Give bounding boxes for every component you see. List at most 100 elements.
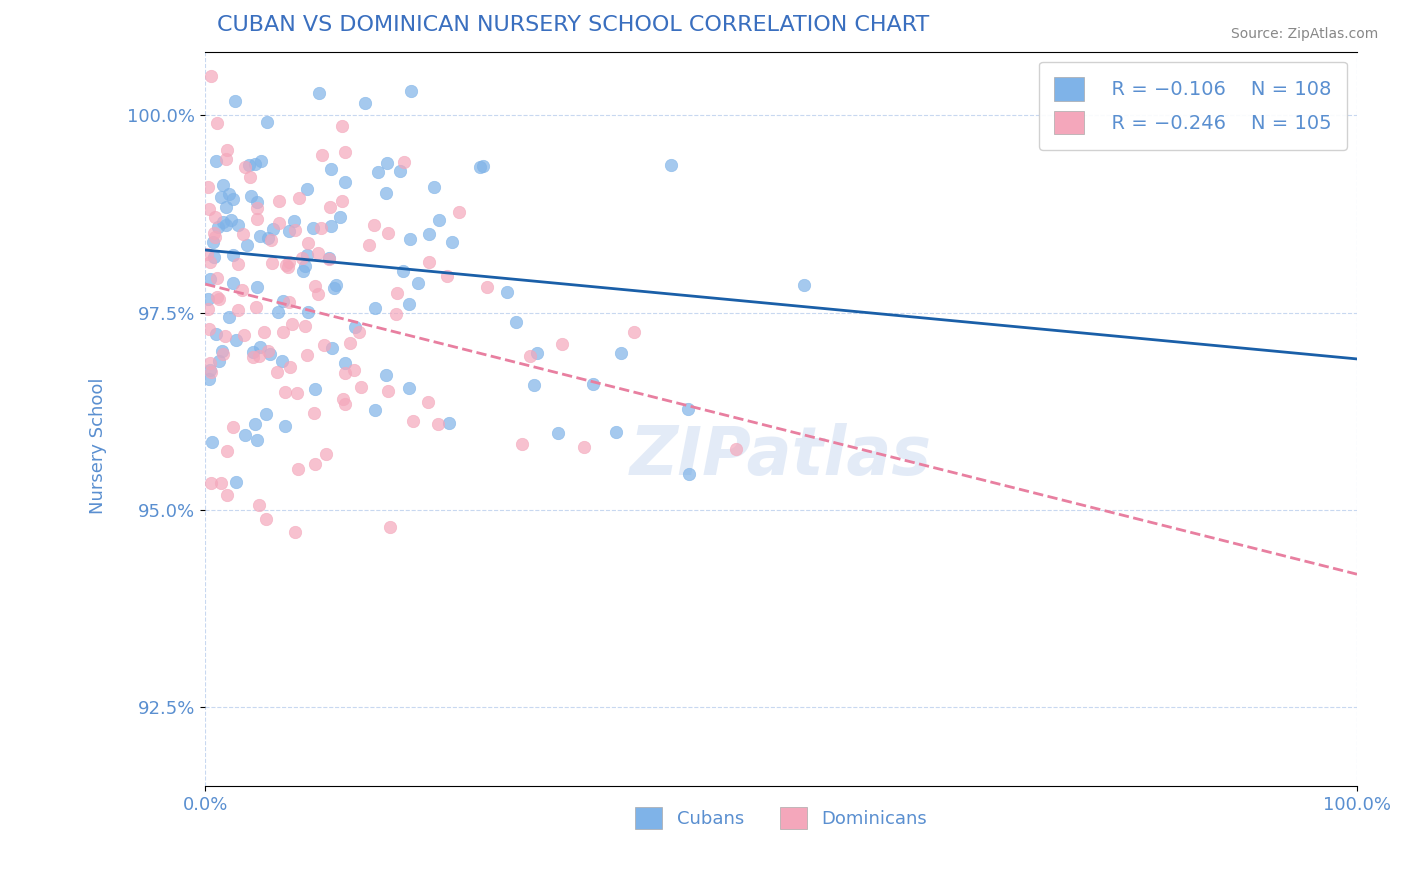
Point: [242, 350, 264, 364]
Point: [233, 160, 256, 174]
Point: [377, 384, 399, 399]
Point: [323, 281, 346, 295]
Point: [245, 212, 267, 227]
Point: [416, 394, 439, 409]
Point: [551, 337, 574, 351]
Point: [222, 193, 245, 207]
Point: [441, 235, 464, 250]
Point: [200, 69, 222, 83]
Text: Nursery School: Nursery School: [90, 377, 107, 515]
Point: [398, 231, 420, 245]
Point: [304, 458, 326, 472]
Point: [198, 356, 221, 370]
Point: [232, 227, 254, 241]
Point: [277, 254, 299, 268]
Point: [208, 354, 231, 368]
Point: [307, 246, 329, 260]
Point: [246, 434, 269, 448]
Point: [246, 201, 269, 215]
Point: [364, 301, 387, 316]
Point: [197, 292, 219, 306]
Point: [228, 303, 250, 318]
Point: [211, 347, 233, 361]
Point: [245, 300, 267, 314]
Point: [401, 84, 423, 98]
Text: CUBAN VS DOMINICAN NURSERY SCHOOL CORRELATION CHART: CUBAN VS DOMINICAN NURSERY SCHOOL CORREL…: [217, 15, 929, 35]
Point: [394, 155, 416, 169]
Point: [209, 476, 232, 491]
Point: [392, 264, 415, 278]
Point: [249, 229, 271, 244]
Point: [202, 227, 225, 241]
Point: [198, 272, 221, 286]
Point: [278, 224, 301, 238]
Point: [205, 270, 228, 285]
Point: [304, 278, 326, 293]
Point: [247, 499, 270, 513]
Point: [343, 363, 366, 377]
Point: [398, 381, 420, 395]
Point: [273, 293, 295, 308]
Point: [246, 279, 269, 293]
Point: [353, 96, 375, 111]
Point: [212, 178, 235, 193]
Point: [284, 223, 307, 237]
Point: [294, 318, 316, 333]
Point: [281, 318, 304, 332]
Point: [287, 462, 309, 476]
Legend: Cubans, Dominicans: Cubans, Dominicans: [628, 800, 935, 836]
Point: [205, 116, 228, 130]
Point: [226, 218, 249, 232]
Point: [605, 425, 627, 439]
Point: [495, 285, 517, 299]
Point: [357, 238, 380, 252]
Point: [245, 417, 267, 432]
Point: [321, 162, 343, 177]
Point: [333, 397, 356, 411]
Point: [200, 435, 222, 450]
Point: [318, 200, 340, 214]
Point: [271, 325, 294, 339]
Point: [333, 176, 356, 190]
Point: [249, 340, 271, 354]
Point: [274, 258, 297, 272]
Point: [339, 336, 361, 351]
Point: [278, 295, 301, 310]
Point: [363, 218, 385, 232]
Point: [222, 420, 245, 434]
Point: [217, 144, 239, 158]
Point: [422, 179, 444, 194]
Point: [208, 292, 231, 306]
Point: [297, 182, 319, 196]
Point: [253, 325, 276, 339]
Point: [215, 488, 238, 502]
Point: [274, 385, 297, 400]
Point: [288, 0, 311, 11]
Point: [321, 341, 343, 355]
Point: [311, 221, 333, 235]
Point: [427, 213, 450, 227]
Point: [233, 327, 256, 342]
Point: [278, 360, 301, 375]
Point: [274, 418, 297, 433]
Point: [288, 191, 311, 205]
Point: [242, 344, 264, 359]
Point: [364, 403, 387, 417]
Point: [725, 442, 748, 457]
Point: [308, 86, 330, 100]
Point: [297, 235, 319, 250]
Point: [307, 287, 329, 301]
Point: [205, 326, 228, 341]
Point: [475, 279, 498, 293]
Point: [197, 179, 219, 194]
Point: [344, 319, 367, 334]
Point: [676, 402, 699, 417]
Point: [294, 259, 316, 273]
Point: [375, 368, 398, 383]
Point: [259, 347, 281, 361]
Point: [224, 95, 246, 109]
Point: [374, 186, 396, 201]
Point: [207, 219, 229, 234]
Point: [267, 305, 290, 319]
Point: [285, 385, 308, 400]
